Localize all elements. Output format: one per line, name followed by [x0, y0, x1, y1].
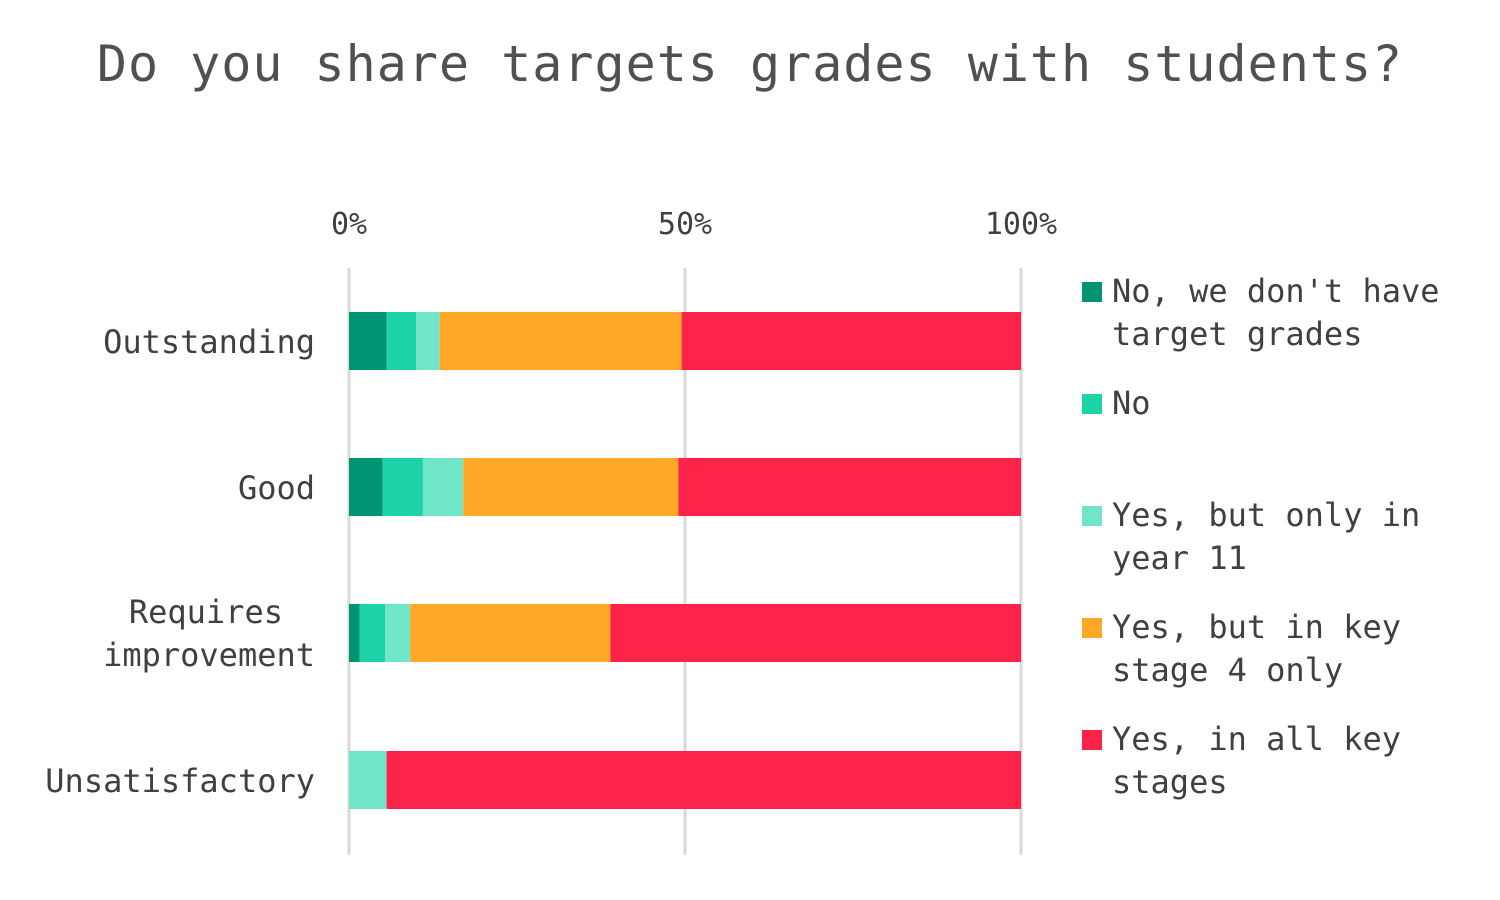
legend-item: Yes, but only in year 11 [1082, 494, 1482, 580]
bar-segment [359, 604, 386, 662]
legend-item: Yes, in all key stages [1082, 718, 1482, 804]
category-label: Unsatisfactory [45, 762, 315, 800]
legend-swatch [1082, 282, 1102, 302]
legend-swatch [1082, 730, 1102, 750]
legend-swatch [1082, 618, 1102, 638]
legend-label: Yes, in all key stages [1112, 720, 1401, 801]
bar-segment [386, 751, 1022, 809]
legend-label: No [1112, 384, 1151, 422]
bar-segment [463, 458, 679, 516]
bar-segment [439, 312, 682, 370]
legend-item: Yes, but in key stage 4 only [1082, 606, 1482, 692]
x-tick-label: 100% [985, 207, 1057, 242]
bar-segment [382, 458, 423, 516]
x-tick-label: 0% [331, 207, 367, 242]
x-tick-label: 50% [658, 207, 712, 242]
legend-item: No, we don't have target grades [1082, 270, 1482, 356]
legend-label: No, we don't have target grades [1112, 272, 1440, 353]
legend-swatch [1082, 394, 1102, 414]
bar-segment [681, 312, 1021, 370]
category-label: Good [238, 469, 315, 507]
bar-segment [349, 312, 387, 370]
chart-title: Do you share targets grades with student… [96, 35, 1404, 93]
bar-segment [422, 458, 464, 516]
bar-segment [349, 458, 383, 516]
legend-item: No [1082, 382, 1482, 425]
bar-segment [416, 312, 440, 370]
bar-segment [349, 604, 360, 662]
bar-segment [385, 604, 411, 662]
bar-segment [678, 458, 1021, 516]
bar-segment [410, 604, 611, 662]
category-label: Outstanding [103, 323, 315, 361]
bar-segment [610, 604, 1021, 662]
legend-label: Yes, but only in year 11 [1112, 496, 1421, 577]
legend-label: Yes, but in key stage 4 only [1112, 608, 1401, 689]
bar-segment [386, 312, 417, 370]
legend-swatch [1082, 506, 1102, 526]
bar-segment [349, 751, 387, 809]
category-label: Requires improvement [103, 593, 315, 674]
